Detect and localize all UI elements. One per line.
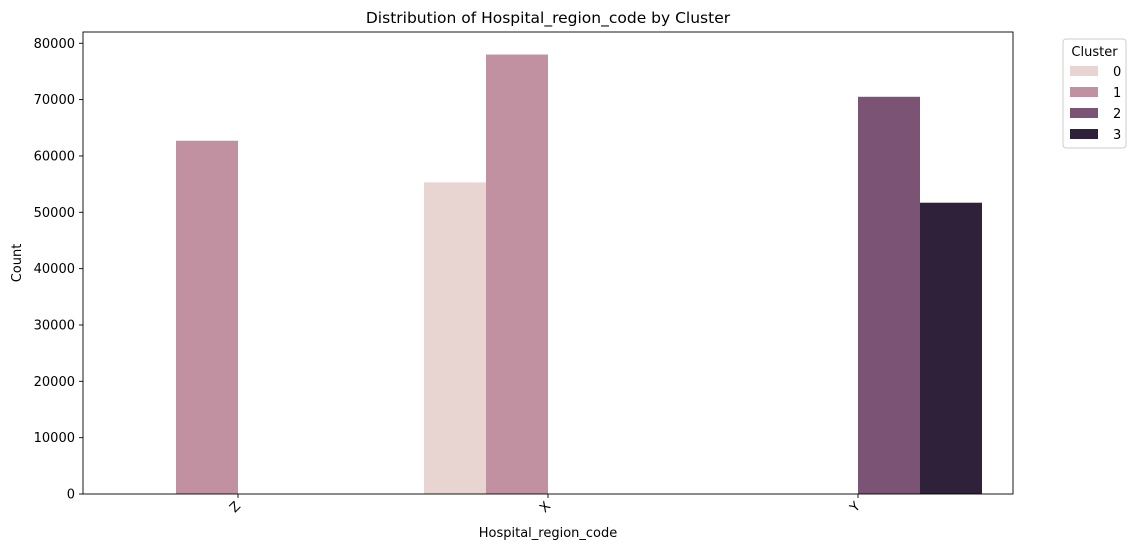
legend-label-0: 0 <box>1113 65 1121 80</box>
y-tick-label: 10000 <box>34 431 75 446</box>
bar-cluster-0-X <box>424 182 486 494</box>
y-tick-label: 30000 <box>34 318 75 333</box>
y-tick-label: 80000 <box>34 37 75 52</box>
legend-title: Cluster <box>1071 45 1118 60</box>
chart-title: Distribution of Hospital_region_code by … <box>366 9 731 28</box>
legend-items: 0 1 2 3 <box>1070 65 1121 143</box>
y-axis-label: Count <box>10 244 25 283</box>
y-tick-label: 0 <box>67 488 75 503</box>
bar-cluster-2-Y <box>858 96 920 494</box>
legend: Cluster 0 1 2 3 <box>1062 38 1127 149</box>
x-tick-label-Y: Y <box>847 499 864 516</box>
bar-cluster-1-X <box>486 54 548 494</box>
y-tick-label: 60000 <box>34 149 75 164</box>
plot-frame <box>82 31 1014 495</box>
legend-swatch-2 <box>1070 108 1098 118</box>
y-tick-label: 40000 <box>34 262 75 277</box>
y-tick-label: 70000 <box>34 93 75 108</box>
bars-layer <box>176 54 982 495</box>
x-tick-label-X: X <box>537 499 554 516</box>
y-tick-label: 20000 <box>34 375 75 390</box>
bar-cluster-3-Y <box>920 202 982 494</box>
legend-label-2: 2 <box>1113 107 1121 122</box>
bar-cluster-1-Z <box>176 140 238 495</box>
x-tick-label-Z: Z <box>227 499 244 516</box>
legend-swatch-1 <box>1070 87 1098 97</box>
legend-label-1: 1 <box>1113 86 1121 101</box>
y-axis: 0 10000 20000 30000 40000 50000 60000 70000 8000… <box>34 37 83 503</box>
x-axis-label: Hospital_region_code <box>479 526 618 541</box>
legend-swatch-3 <box>1070 129 1098 139</box>
y-tick-label: 50000 <box>34 206 75 221</box>
legend-swatch-0 <box>1070 66 1098 76</box>
legend-label-3: 3 <box>1113 128 1121 143</box>
